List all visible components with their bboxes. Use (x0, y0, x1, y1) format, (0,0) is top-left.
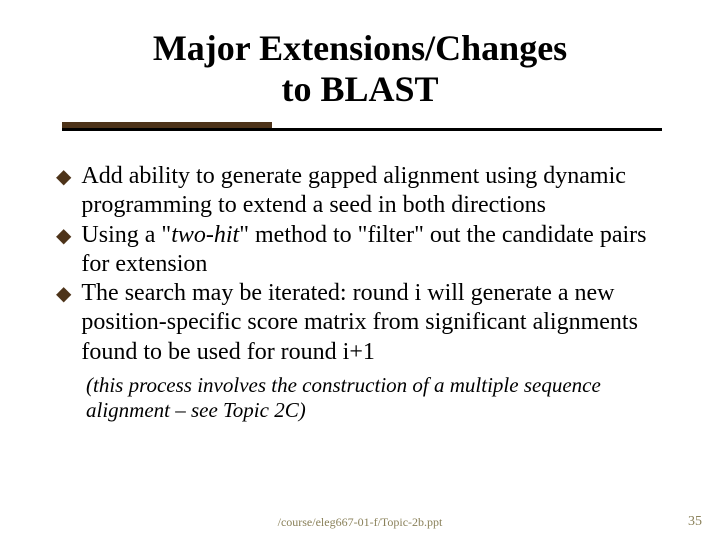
page-number: 35 (688, 514, 702, 530)
diamond-icon: ◆ (56, 162, 71, 192)
bullet-text-prefix: Using a " (81, 222, 171, 248)
note-text: (this process involves the construction … (86, 373, 601, 422)
bullet-item: ◆ The search may be iterated: round i wi… (56, 279, 668, 367)
bullet-text: Add ability to generate gapped alignment… (81, 162, 668, 221)
bullet-text-italic: two-hit (171, 222, 239, 248)
title-line1: Major Extensions/Changes (0, 28, 720, 69)
body-block: ◆ Add ability to generate gapped alignme… (56, 162, 668, 423)
slide: Major Extensions/Changes to BLAST ◆ Add … (0, 0, 720, 540)
diamond-icon: ◆ (56, 279, 71, 309)
bullet-text: The search may be iterated: round i will… (81, 279, 668, 367)
bullet-text: Using a "two-hit" method to "filter" out… (81, 221, 668, 280)
accent-bar-long (62, 128, 662, 131)
bullet-item: ◆ Using a "two-hit" method to "filter" o… (56, 221, 668, 280)
diamond-icon: ◆ (56, 221, 71, 251)
footer-path: /course/eleg667-01-f/Topic-2b.ppt (0, 515, 720, 530)
title-block: Major Extensions/Changes to BLAST (0, 28, 720, 111)
note-block: (this process involves the construction … (86, 373, 668, 423)
bullet-item: ◆ Add ability to generate gapped alignme… (56, 162, 668, 221)
title-line2: to BLAST (0, 69, 720, 110)
